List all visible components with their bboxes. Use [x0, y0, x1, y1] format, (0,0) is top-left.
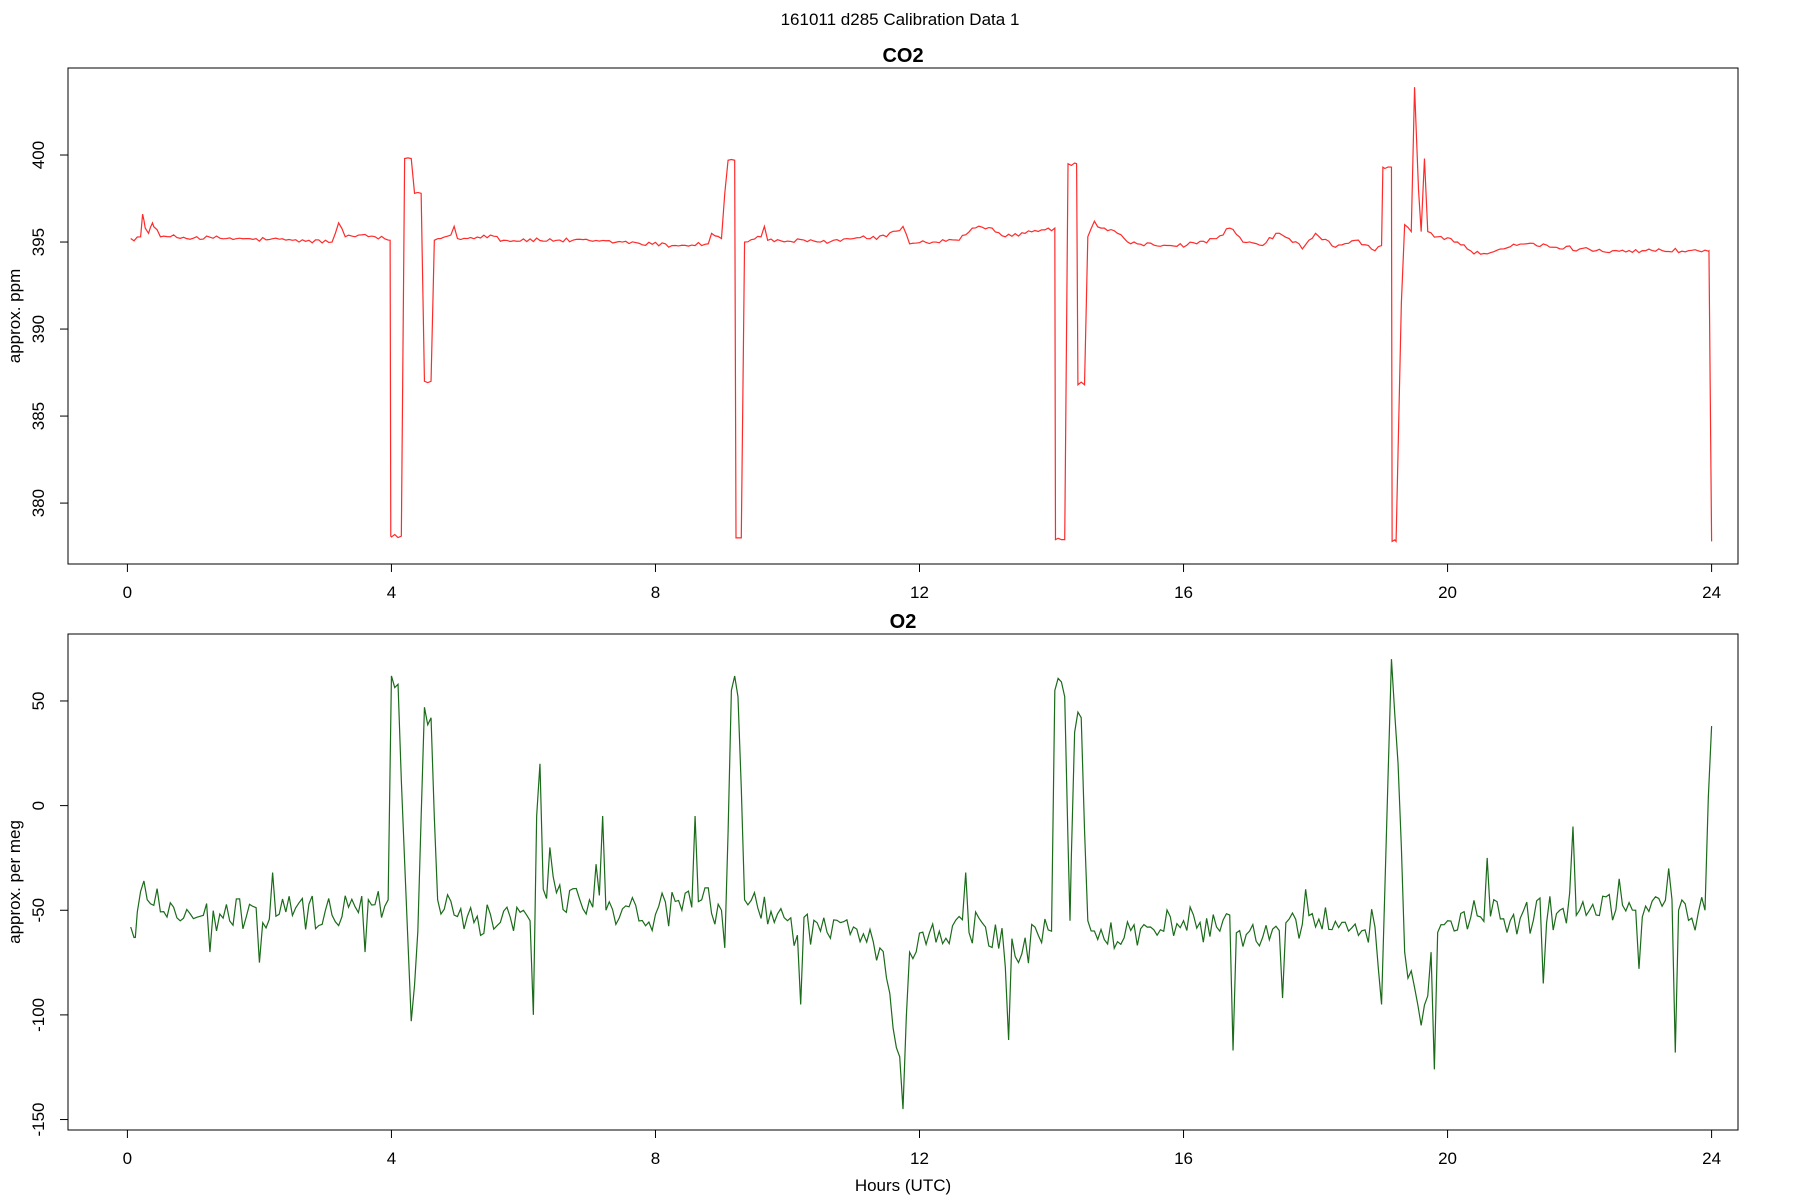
o2-x-axis: 0 4 8 12 16 20 24 — [123, 1129, 1721, 1168]
co2-y-tick-label: 390 — [29, 315, 48, 343]
co2-panel: CO2 approx. ppm 0 4 8 12 16 20 24 380 385 390 395… — [5, 45, 1739, 602]
o2-y-tick-label: -100 — [29, 998, 48, 1032]
co2-y-tick-label: 385 — [29, 402, 48, 430]
co2-x-axis: 0 4 8 12 16 20 24 — [123, 563, 1721, 602]
co2-y-tick-label: 380 — [29, 489, 48, 517]
co2-x-tick-label: 24 — [1702, 583, 1721, 602]
o2-plot-frame — [67, 633, 1739, 1131]
co2-panel-title: CO2 — [882, 45, 923, 67]
co2-x-tick-label: 4 — [387, 583, 396, 602]
o2-y-tick-label: -50 — [29, 898, 48, 923]
o2-y-tick-label: 0 — [29, 801, 48, 810]
co2-x-tick-label: 8 — [651, 583, 660, 602]
o2-x-tick-label: 8 — [651, 1149, 660, 1168]
o2-y-tick-label: -150 — [29, 1103, 48, 1137]
co2-y-tick-label: 400 — [29, 141, 48, 169]
o2-x-tick-label: 12 — [910, 1149, 929, 1168]
co2-plot-frame — [67, 67, 1739, 565]
o2-x-tick-label: 0 — [123, 1149, 132, 1168]
o2-panel: O2 approx. per meg 0 4 8 12 16 20 24 -150-100-… — [5, 611, 1739, 1168]
o2-y-axis-label: approx. per meg — [5, 820, 24, 944]
co2-y-tick-label: 395 — [29, 228, 48, 256]
o2-series-line — [130, 659, 1713, 1110]
o2-x-tick-label: 20 — [1438, 1149, 1457, 1168]
co2-x-tick-label: 20 — [1438, 583, 1457, 602]
co2-series-line — [130, 87, 1713, 543]
co2-y-axis-label: approx. ppm — [5, 269, 24, 364]
o2-y-tick-label: 50 — [29, 692, 48, 711]
o2-x-tick-label: 16 — [1174, 1149, 1193, 1168]
o2-x-tick-label: 4 — [387, 1149, 396, 1168]
co2-x-tick-label: 16 — [1174, 583, 1193, 602]
o2-x-tick-label: 24 — [1702, 1149, 1721, 1168]
figure-title: 161011 d285 Calibration Data 1 — [780, 10, 1020, 29]
co2-x-tick-label: 0 — [123, 583, 132, 602]
o2-y-axis: -150 -100 -50 0 50 — [29, 692, 68, 1137]
o2-panel-title: O2 — [890, 611, 917, 633]
co2-y-axis: 380 385 390 395 400 — [29, 141, 68, 517]
x-axis-label: Hours (UTC) — [855, 1176, 951, 1195]
co2-x-tick-label: 12 — [910, 583, 929, 602]
